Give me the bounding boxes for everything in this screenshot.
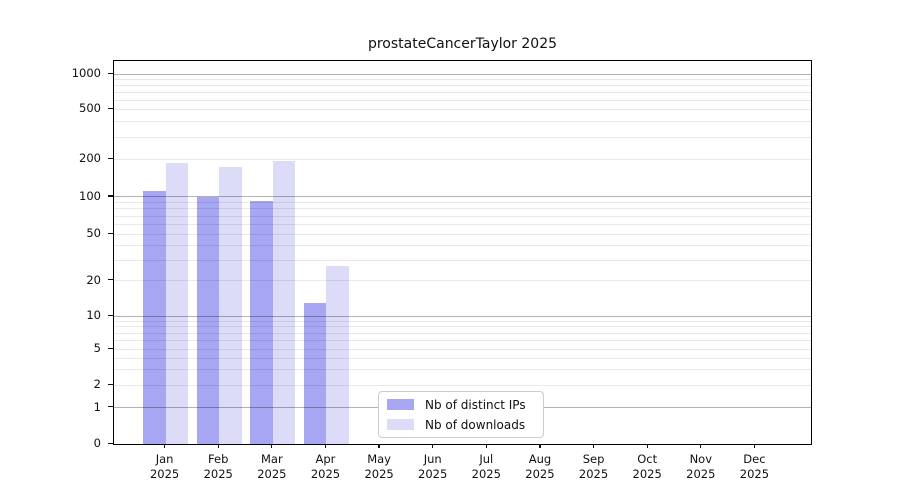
gridline-1000 — [114, 73, 811, 75]
x-tick-label-jul: Jul 2025 — [471, 452, 501, 481]
legend-item-distinct-ips: Nb of distinct IPs — [387, 396, 535, 413]
x-tick-mark-jun — [432, 444, 434, 448]
y-tick-mark-1000 — [108, 72, 113, 74]
gridline-700 — [114, 91, 811, 93]
legend-label-distinct-ips: Nb of distinct IPs — [425, 397, 526, 412]
y-tick-label-10: 10 — [86, 308, 101, 323]
x-tick-label-feb: Feb 2025 — [203, 452, 233, 481]
gridline-4 — [114, 357, 811, 359]
gridline-6 — [114, 340, 811, 342]
legend-swatch-downloads — [387, 419, 414, 430]
gridline-20 — [114, 280, 811, 282]
legend-label-downloads: Nb of downloads — [425, 417, 526, 432]
y-tick-mark-1 — [108, 406, 113, 408]
bar-nb-of-distinct-ips-mar — [250, 201, 273, 444]
x-tick-label-jan: Jan 2025 — [149, 452, 180, 481]
gridline-8 — [114, 326, 811, 328]
y-tick-label-100: 100 — [79, 188, 101, 203]
y-tick-label-1000: 1000 — [71, 66, 101, 81]
x-tick-mark-jan — [164, 444, 166, 448]
bar-nb-of-distinct-ips-feb — [196, 196, 220, 444]
x-tick-mark-feb — [217, 444, 219, 448]
x-tick-mark-dec — [753, 444, 755, 448]
gridline-7 — [114, 332, 811, 334]
x-tick-mark-oct — [646, 444, 648, 448]
gridline-400 — [114, 120, 811, 122]
x-tick-label-sep: Sep 2025 — [578, 452, 609, 481]
gridline-600 — [114, 99, 811, 101]
y-tick-label-50: 50 — [86, 226, 101, 241]
chart-title: prostateCancerTaylor 2025 — [367, 36, 558, 52]
plot-area — [113, 60, 812, 445]
legend: Nb of distinct IPs Nb of downloads — [378, 391, 544, 438]
x-tick-label-mar: Mar 2025 — [257, 452, 287, 481]
y-tick-label-0: 0 — [93, 436, 101, 450]
gridline-5 — [114, 348, 811, 350]
y-tick-mark-10 — [108, 314, 113, 317]
y-tick-mark-20 — [108, 279, 113, 281]
gridline-800 — [114, 84, 811, 86]
bar-nb-of-downloads-jan — [165, 163, 189, 444]
gridline-3 — [114, 368, 811, 370]
bar-nb-of-downloads-apr — [326, 265, 349, 444]
x-tick-label-apr: Apr 2025 — [310, 452, 341, 481]
x-tick-mark-apr — [324, 444, 327, 448]
y-tick-label-5: 5 — [93, 341, 101, 356]
bar-nb-of-distinct-ips-apr — [303, 302, 327, 444]
y-tick-label-20: 20 — [86, 272, 101, 287]
gridline-80 — [114, 208, 811, 210]
gridline-70 — [114, 215, 811, 217]
bar-nb-of-downloads-mar — [272, 160, 296, 444]
gridline-9 — [114, 320, 811, 322]
y-tick-mark-0 — [108, 442, 113, 444]
gridline-30 — [114, 259, 811, 261]
x-tick-label-jun: Jun 2025 — [418, 452, 448, 481]
gridline-500 — [114, 108, 811, 110]
gridline-300 — [114, 136, 811, 138]
y-tick-label-500: 500 — [79, 101, 101, 116]
y-tick-label-1: 1 — [93, 399, 101, 414]
x-tick-mark-sep — [592, 444, 595, 448]
x-tick-mark-mar — [271, 444, 273, 448]
x-tick-mark-aug — [539, 444, 541, 448]
y-tick-mark-50 — [108, 232, 113, 234]
gridline-100 — [114, 196, 811, 198]
gridline-60 — [114, 223, 811, 225]
y-tick-mark-100 — [108, 195, 113, 197]
x-tick-mark-jul — [485, 444, 487, 448]
gridline-900 — [114, 78, 811, 80]
x-tick-label-oct: Oct 2025 — [632, 452, 662, 481]
x-tick-label-may: May 2025 — [364, 452, 394, 481]
y-tick-mark-500 — [108, 107, 113, 110]
gridline-40 — [114, 245, 811, 247]
y-tick-mark-5 — [108, 347, 113, 350]
gridline-90 — [114, 202, 811, 204]
y-tick-label-2: 2 — [93, 377, 101, 392]
gridline-10 — [114, 315, 811, 317]
bar-nb-of-distinct-ips-jan — [143, 190, 166, 444]
gridline-2 — [114, 384, 811, 386]
legend-item-downloads: Nb of downloads — [387, 416, 535, 433]
gridline-50 — [114, 233, 811, 235]
y-tick-mark-200 — [108, 157, 113, 159]
bar-nb-of-downloads-feb — [219, 167, 242, 444]
x-tick-label-nov: Nov 2025 — [686, 452, 716, 481]
x-tick-label-aug: Aug 2025 — [525, 452, 555, 481]
legend-swatch-distinct-ips — [387, 399, 414, 410]
x-tick-mark-nov — [700, 444, 702, 448]
x-tick-mark-may — [378, 444, 380, 448]
y-tick-mark-2 — [108, 383, 113, 386]
y-tick-label-200: 200 — [79, 151, 101, 166]
gridline-200 — [114, 158, 811, 160]
x-tick-label-dec: Dec 2025 — [739, 452, 770, 481]
